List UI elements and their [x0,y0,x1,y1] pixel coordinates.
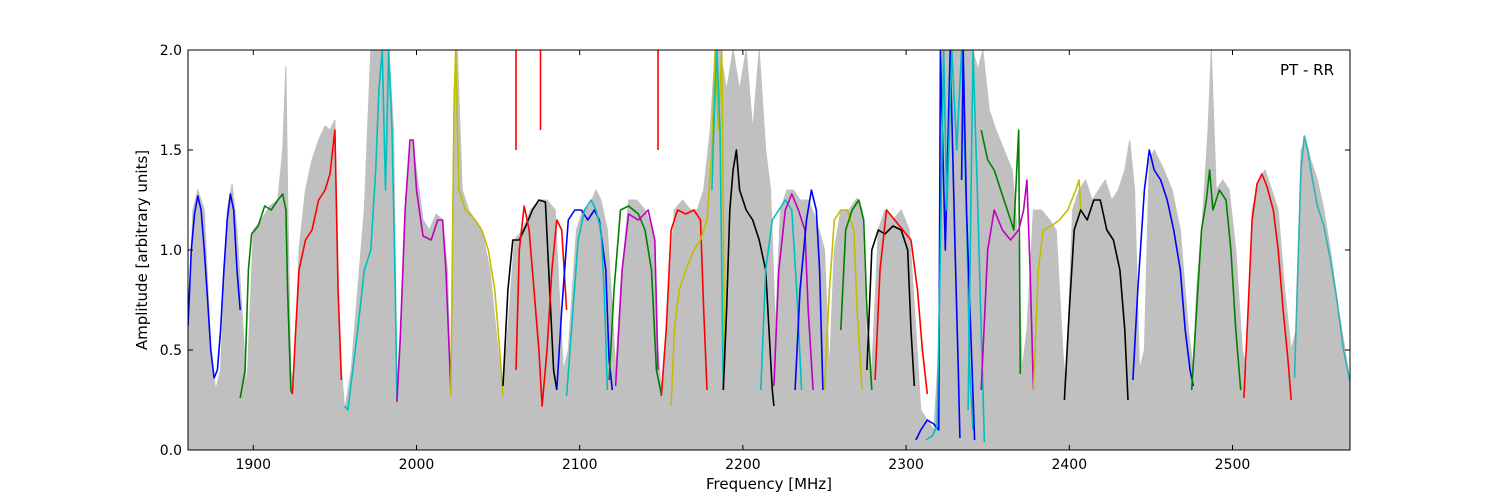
series-line-37 [1293,135,1350,383]
series-line-2 [291,129,343,395]
series-line-19 [760,199,803,391]
series-line-25 [874,209,929,395]
y-tick-label-0.5: 0.5 [160,343,182,359]
polarization-annotation: PT - RR [1280,61,1334,79]
series-line-34 [1132,149,1195,387]
x-tick-label-2400: 2400 [1051,457,1087,473]
series-line-26 [915,50,961,441]
y-axis-label: Amplitude [arbitrary units] [133,150,151,350]
series-line-22 [823,209,863,391]
series-line-3 [344,50,398,411]
series-line-4 [396,139,452,403]
series-line-11 [556,209,614,391]
series-line-30 [980,129,1022,375]
series-line-36 [1243,173,1292,401]
series-line-12 [565,199,609,397]
series-line-31 [980,179,1035,391]
series-line-23 [840,199,873,391]
series-line-20 [773,193,814,391]
x-tick-label-2000: 2000 [399,457,435,473]
y-tick-label-2: 2.0 [160,43,182,59]
series-line-7 [515,205,568,407]
x-tick-label-1900: 1900 [235,457,271,473]
series-line-35 [1190,169,1242,391]
x-axis-label: Frequency [MHz] [706,475,832,493]
x-tick-label-2200: 2200 [725,457,761,473]
series-line-14 [614,209,659,387]
series-line-1 [239,193,294,399]
y-tick-label-1.5: 1.5 [160,143,182,159]
x-tick-label-2300: 2300 [888,457,924,473]
series-line-13 [608,205,663,395]
y-tick-label-0: 0.0 [160,443,182,459]
series-line-28 [960,50,976,441]
series-line-0 [188,193,241,379]
y-tick-label-1: 1.0 [160,243,182,259]
series-line-21 [794,189,824,391]
plot-area [188,50,1350,450]
series-line-17 [711,50,725,391]
series-line-33 [1063,199,1129,401]
series-line-5 [450,50,504,397]
series-line-15 [660,209,708,397]
series-line-24 [866,225,916,387]
x-axis: 1900 2000 2100 2200 2300 2400 2500 [235,50,1250,473]
series-line-18 [722,149,775,407]
series-line-32 [1032,179,1082,391]
x-tick-label-2100: 2100 [562,457,598,473]
y-axis: 0.0 0.5 1.0 1.5 2.0 [160,43,1350,459]
x-tick-label-2500: 2500 [1215,457,1251,473]
